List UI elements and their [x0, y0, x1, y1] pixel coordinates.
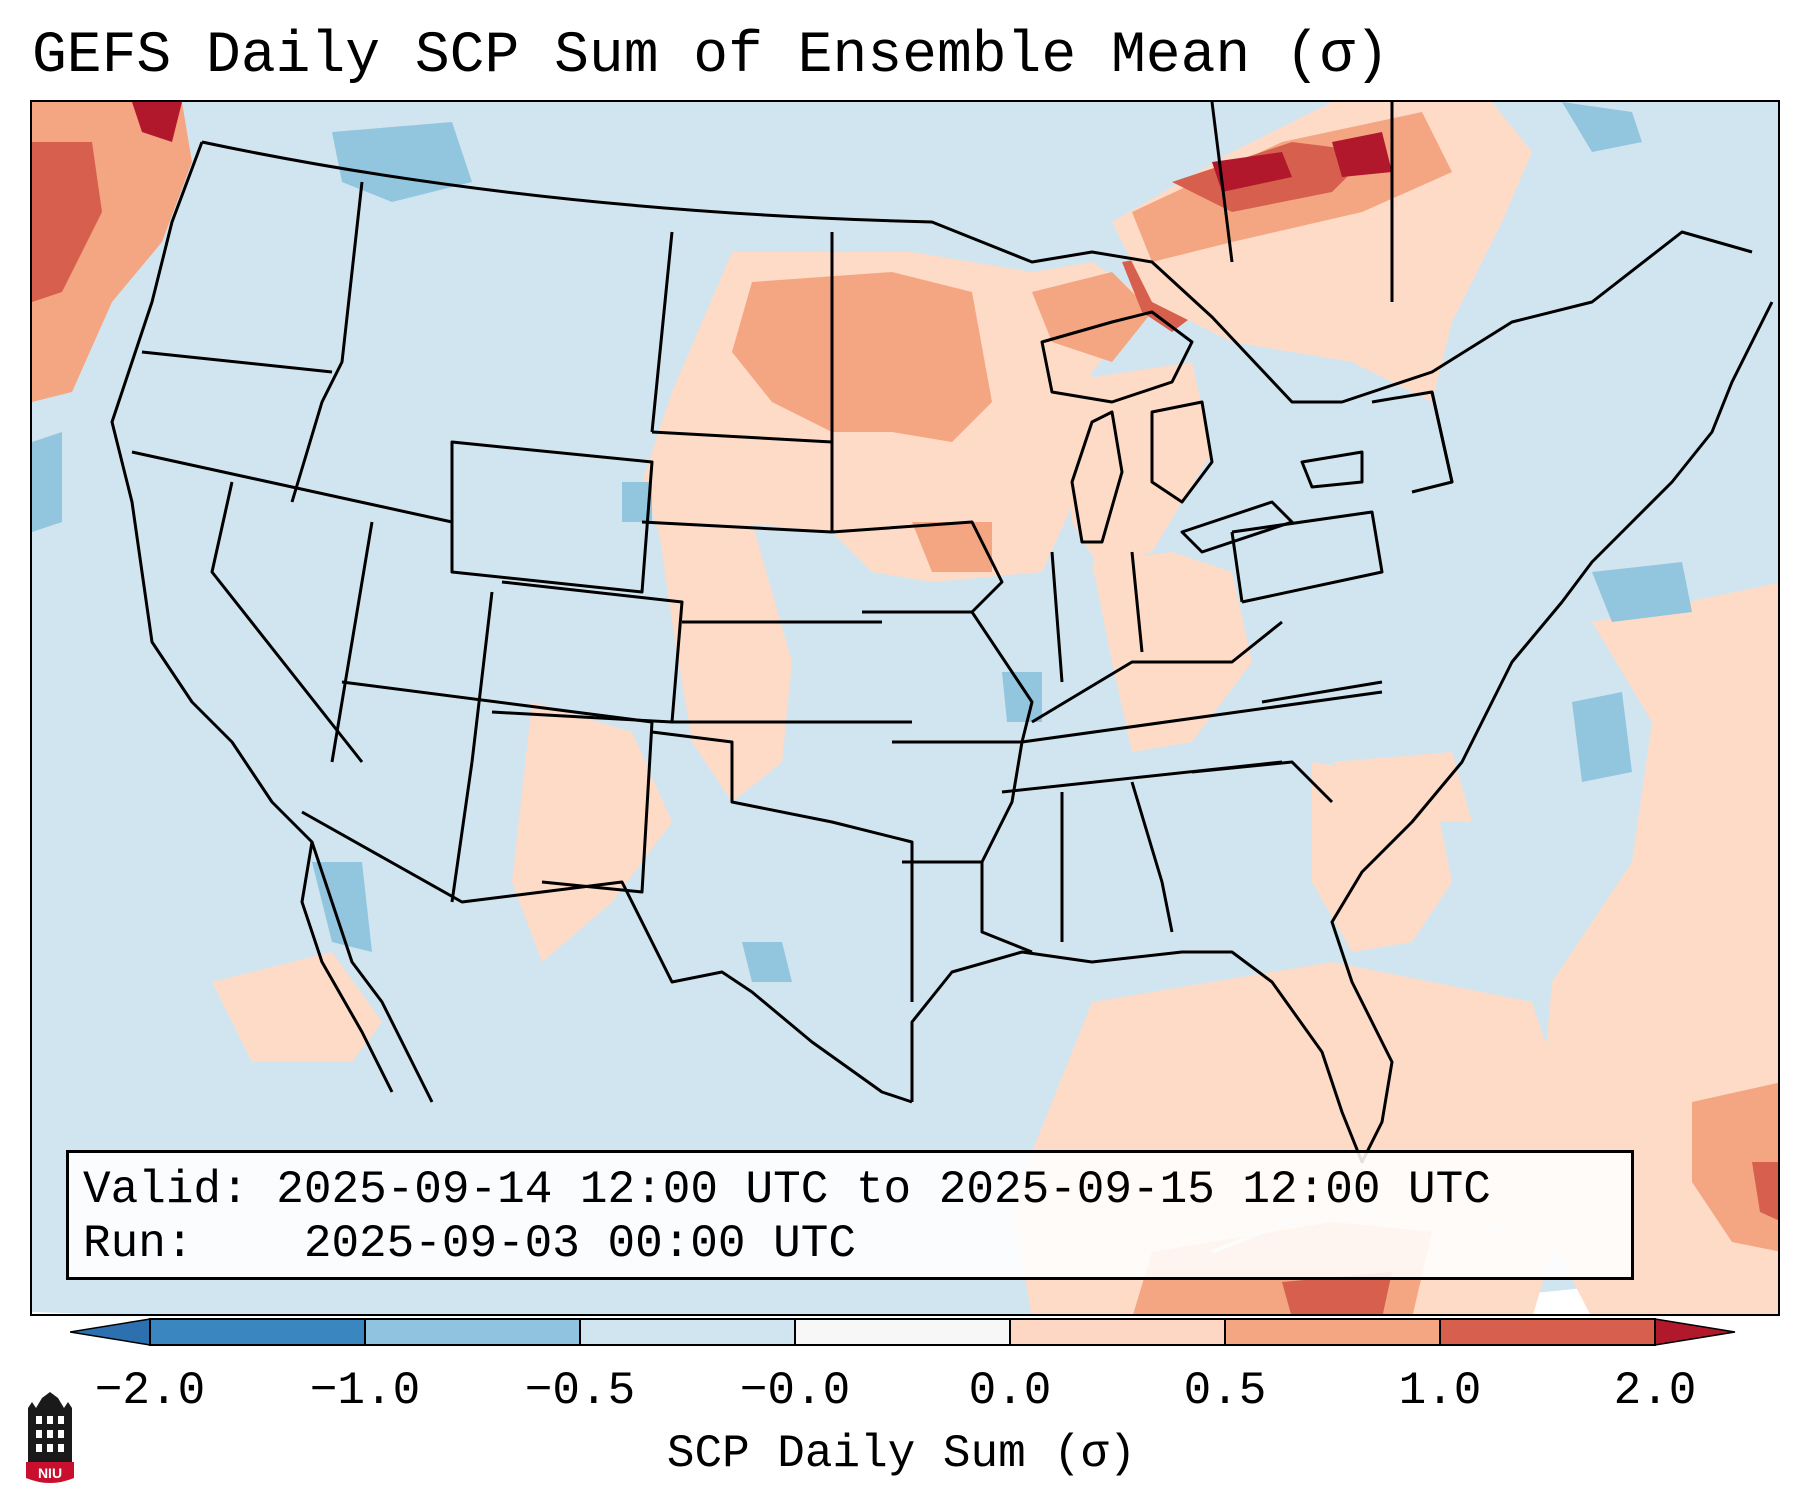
ar-box	[892, 740, 1024, 864]
patch-utah-blue	[622, 482, 652, 522]
tower-windows-icon	[36, 1416, 64, 1452]
ky-north	[1031, 620, 1283, 724]
ut-az	[341, 680, 653, 724]
run-value: 2025-09-03 00:00 UTC	[303, 1218, 856, 1270]
colorbar-tick-label: −0.5	[524, 1365, 636, 1417]
colorbar-extend-low	[70, 1318, 151, 1346]
ut-co	[470, 591, 494, 763]
nc-sc	[1191, 760, 1334, 804]
patch-northwest-coast-core	[32, 142, 102, 302]
logo-text: NIU	[38, 1465, 62, 1481]
patch-carolinas	[1332, 752, 1472, 822]
colorbar-tick-label: 2.0	[1613, 1365, 1697, 1417]
patch-gulf-south-core	[1282, 1272, 1392, 1314]
nd-sd	[651, 430, 833, 444]
wy-box	[450, 440, 654, 594]
or-ca-nv	[131, 450, 453, 524]
id-mt	[290, 181, 364, 503]
patch-oklahoma-blue	[1002, 672, 1042, 722]
logo-shield	[26, 1462, 74, 1483]
al-ga	[1130, 781, 1174, 933]
valid-label: Valid:	[83, 1164, 249, 1216]
patch-dakotas-medium	[732, 272, 992, 442]
colorbar-ticks	[149, 1319, 1656, 1345]
patch-new-mexico	[512, 702, 672, 962]
patch-minnesota-medium	[1032, 272, 1152, 362]
oh-pa	[1230, 531, 1244, 603]
lake-huron	[1150, 400, 1214, 504]
nm-tx	[541, 721, 654, 894]
west-coast	[110, 141, 434, 1103]
in-oh	[1130, 551, 1144, 653]
ontario-west	[1210, 102, 1234, 263]
il-in	[1050, 551, 1064, 683]
patch-wisconsin	[1062, 362, 1212, 572]
colorbar-label: SCP Daily Sum (σ)	[666, 1428, 1137, 1480]
patch-ontario-core	[1212, 152, 1292, 192]
validity-info-box: Valid: 2025-09-14 12:00 UTC to 2025-09-1…	[66, 1150, 1634, 1280]
sd-ne	[641, 520, 833, 534]
mexico-border	[301, 810, 913, 1104]
patch-nebraska-se	[912, 522, 992, 572]
colorbar-tick-label: −1.0	[309, 1365, 421, 1417]
run-label: Run:	[83, 1218, 194, 1270]
patch-atlantic-medium	[1692, 1082, 1778, 1252]
colorbar-bin-4	[1010, 1319, 1225, 1345]
colorbar	[70, 1318, 1736, 1346]
colorbar-bin-3	[795, 1319, 1010, 1345]
gulf-coast	[910, 301, 1774, 1164]
chart-title: GEFS Daily SCP Sum of Ensemble Mean (σ)	[32, 24, 1390, 89]
new-england	[1411, 391, 1454, 494]
niu-logo: NIU	[26, 1392, 74, 1483]
patch-texas-blue	[742, 942, 792, 982]
patch-baja	[212, 952, 382, 1062]
colorbar-bin-1	[365, 1319, 580, 1345]
lake-michigan	[1070, 410, 1124, 544]
colorbar-tick-label: 1.0	[1398, 1365, 1482, 1417]
lake-superior	[1040, 310, 1194, 404]
colorbar-tick-label: 0.5	[1183, 1365, 1267, 1417]
valid-value: 2025-09-14 12:00 UTC to 2025-09-15 12:00…	[276, 1164, 1491, 1216]
patch-atlantic-blue-1	[1592, 562, 1692, 622]
va-nc	[1261, 680, 1383, 704]
state-borders	[110, 102, 1774, 1264]
patch-illinois	[1092, 552, 1252, 752]
colorbar-bin-0	[150, 1319, 365, 1345]
ca-nv	[210, 481, 364, 763]
colorbar-bin-5	[1225, 1319, 1440, 1345]
patch-colorado-east	[652, 452, 792, 802]
pa-box	[1231, 510, 1384, 604]
mt-nd	[650, 231, 674, 433]
wa-or	[141, 350, 333, 374]
patch-pacific-blue	[32, 432, 62, 532]
az-nm	[450, 761, 474, 903]
valid-line: Valid: 2025-09-14 12:00 UTC to 2025-09-1…	[83, 1163, 1617, 1217]
nv-ut	[330, 521, 374, 763]
map-svg	[32, 102, 1778, 1314]
anomaly-patches	[32, 102, 1778, 1314]
lake-ontario	[1300, 450, 1364, 489]
patch-atlantic-core	[1752, 1162, 1778, 1221]
patch-ontario-east-core	[1332, 132, 1392, 177]
colorbar-extend-high	[1654, 1318, 1736, 1346]
colorbar-tick-label: 0.0	[968, 1365, 1052, 1417]
colorbar-bin-2	[580, 1319, 795, 1345]
patch-quebec-blue	[1562, 102, 1642, 152]
patch-bc-corner	[132, 102, 182, 142]
colorbar-bin-6	[1440, 1319, 1655, 1345]
ok-tx-box	[651, 730, 914, 1002]
co-box	[491, 580, 684, 724]
lake-erie	[1180, 500, 1294, 554]
map-panel	[30, 100, 1780, 1316]
us-canada-border	[201, 140, 1753, 404]
run-line: Run: 2025-09-03 00:00 UTC	[83, 1217, 1617, 1271]
tn-box	[1021, 690, 1383, 744]
patch-atlantic-blue-2	[1572, 692, 1632, 782]
colorbar-tick-label: −2.0	[94, 1365, 206, 1417]
colorbar-tick-label: −0.0	[739, 1365, 851, 1417]
baja	[300, 841, 394, 1093]
la-ms	[980, 862, 1033, 954]
